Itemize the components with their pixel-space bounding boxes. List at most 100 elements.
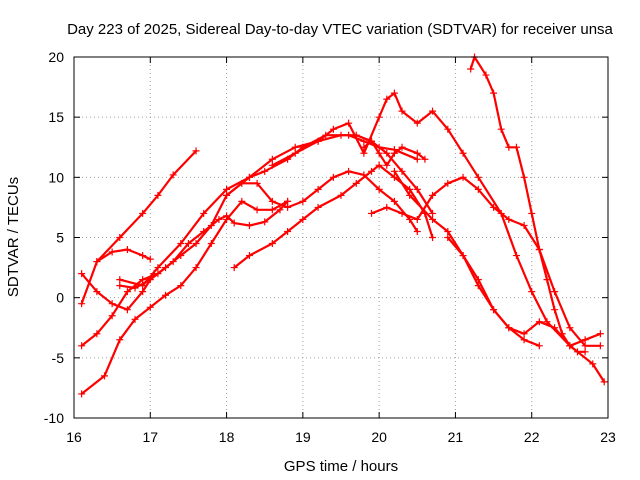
data-point	[284, 197, 292, 205]
data-point	[230, 264, 238, 272]
y-tick-label: -5	[52, 350, 65, 366]
series-line	[225, 134, 434, 215]
data-point	[314, 137, 322, 145]
series-line	[233, 164, 434, 269]
series-line	[446, 236, 541, 347]
data-point	[543, 276, 551, 284]
data-point	[398, 209, 406, 217]
data-point	[123, 306, 131, 314]
data-point	[177, 240, 185, 248]
data-point	[505, 324, 513, 332]
data-point	[162, 291, 170, 299]
x-tick-label: 21	[448, 429, 464, 445]
data-point	[459, 252, 467, 260]
data-point	[398, 143, 406, 151]
data-point	[413, 149, 421, 157]
series-line	[393, 170, 602, 347]
data-point	[383, 95, 391, 103]
grid	[74, 57, 608, 418]
data-point	[528, 288, 536, 296]
data-point	[192, 264, 200, 272]
data-point	[314, 185, 322, 193]
data-point	[284, 227, 292, 235]
data-point	[345, 167, 353, 175]
data-point	[276, 206, 284, 214]
data-point	[566, 324, 574, 332]
data-point	[314, 203, 322, 211]
data-point	[116, 234, 124, 241]
data-point	[207, 221, 215, 229]
data-point	[406, 185, 414, 193]
data-point	[535, 246, 543, 254]
data-point	[139, 209, 147, 217]
data-point	[78, 300, 86, 308]
data-point	[345, 119, 353, 127]
series-track-2	[78, 270, 158, 314]
data-point	[131, 315, 139, 323]
series-line	[362, 140, 426, 167]
series-track-11	[360, 137, 429, 169]
data-point	[299, 197, 307, 205]
data-series	[78, 53, 608, 398]
data-point	[581, 342, 589, 350]
data-point	[368, 209, 376, 217]
data-point	[139, 252, 147, 260]
data-point	[329, 125, 337, 133]
data-point	[490, 89, 498, 97]
data-point	[245, 252, 253, 260]
axis-ticks: 16 17 18 19 20 21 22 23 -10 -5 0 5 10 15 20	[44, 49, 616, 445]
data-point	[383, 149, 391, 157]
data-point	[551, 324, 559, 332]
data-point	[154, 191, 162, 199]
data-point	[207, 240, 215, 248]
data-point	[573, 348, 581, 356]
data-point	[116, 276, 124, 284]
y-tick-label: 15	[48, 109, 64, 125]
data-point	[505, 143, 513, 151]
data-point	[131, 284, 139, 292]
x-tick-label: 16	[66, 429, 82, 445]
data-point	[223, 191, 231, 199]
data-point	[146, 255, 154, 263]
series-track-8	[223, 131, 437, 217]
x-tick-label: 23	[600, 429, 616, 445]
data-point	[299, 215, 307, 223]
data-point	[600, 378, 608, 386]
data-point	[375, 161, 383, 169]
series-line	[118, 170, 419, 290]
data-point	[238, 197, 246, 205]
series-track-14	[444, 234, 543, 350]
y-tick-label: 5	[56, 230, 64, 246]
series-track-9	[230, 161, 437, 272]
series-track-3	[78, 197, 292, 398]
data-point	[177, 282, 185, 290]
data-point	[192, 147, 200, 155]
data-point	[284, 203, 292, 211]
series-line	[80, 272, 156, 311]
data-point	[108, 300, 116, 308]
data-point	[360, 143, 368, 151]
data-point	[474, 276, 482, 284]
data-point	[291, 143, 299, 151]
data-point	[558, 330, 566, 338]
data-point	[78, 270, 86, 278]
data-point	[123, 288, 131, 296]
data-point	[337, 191, 345, 199]
data-point	[490, 306, 498, 314]
series-line	[80, 200, 289, 395]
data-point	[596, 342, 604, 350]
data-point	[268, 197, 276, 205]
data-point	[390, 89, 398, 97]
y-tick-label: 20	[48, 49, 64, 65]
data-point	[146, 303, 154, 311]
data-point	[512, 143, 520, 151]
data-point	[589, 360, 597, 368]
data-point	[108, 312, 116, 320]
data-point	[505, 215, 513, 223]
data-point	[459, 149, 467, 157]
y-tick-label: 10	[48, 169, 64, 185]
data-point	[375, 113, 383, 121]
data-point	[162, 264, 170, 272]
x-tick-label: 20	[371, 429, 387, 445]
